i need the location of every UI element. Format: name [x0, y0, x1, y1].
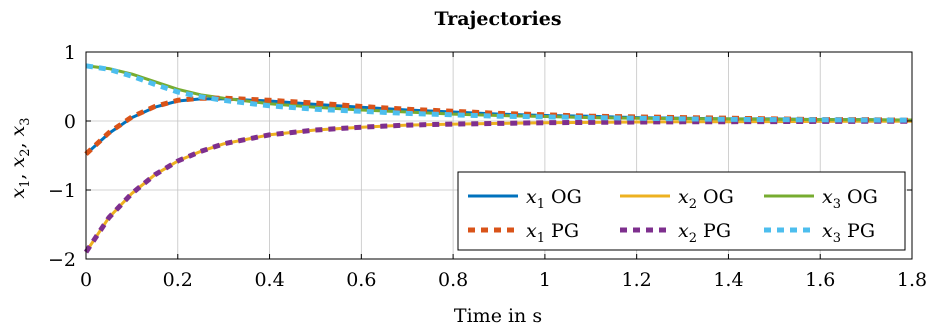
x-tick-label: 0.6 — [346, 269, 376, 291]
legend-entry-x3-og: x3 OG — [764, 186, 878, 212]
x-tick-label: 0.8 — [438, 269, 468, 291]
legend-entry-x2-pg: x2 PG — [620, 220, 731, 246]
axis-ticks: 0 0.2 0.4 0.6 0.8 1 1.2 1.4 1.6 1.8 −2 −1 0 1 — [48, 42, 927, 291]
plot-frame — [85, 51, 913, 260]
x-tick-label: 1.2 — [622, 269, 652, 291]
legend-label: x3 OG — [822, 186, 878, 212]
legend-label: x2 OG — [678, 186, 734, 212]
x-tick-label: 0.2 — [163, 269, 193, 291]
x-tick-label: 1.8 — [897, 269, 927, 291]
x-tick-label: 0.4 — [254, 269, 284, 291]
legend-label: x2 PG — [678, 220, 731, 246]
legend-entry-x2-og: x2 OG — [620, 186, 734, 212]
legend-entry-x1-pg: x1 PG — [468, 220, 579, 246]
x-tick-label: 1.6 — [805, 269, 835, 291]
legend-box — [457, 171, 906, 251]
y-tick-label: −1 — [48, 180, 76, 202]
chart-title: Trajectories — [434, 8, 561, 30]
legend-entry-x3-pg: x3 PG — [764, 220, 875, 246]
x-tick-label: 1 — [539, 269, 551, 291]
series-x1-pg-line — [84, 95, 913, 156]
y-tick-label: −2 — [48, 249, 76, 271]
legend-label: x1 OG — [526, 186, 582, 212]
series-x1-og-line — [84, 97, 913, 156]
legend: x1 OG x2 OG x3 OG x1 PG x2 PG x3 PG — [457, 171, 906, 251]
x-axis-label: Time in s — [454, 305, 542, 327]
series-x2-pg-line — [83, 118, 912, 254]
x-tick-label: 0 — [80, 269, 92, 291]
y-axis-label: x1, x2, x3 — [7, 117, 33, 198]
y-tick-label: 1 — [64, 42, 76, 64]
legend-label: x3 PG — [822, 220, 875, 246]
x-tick-label: 1.4 — [713, 269, 743, 291]
y-tick-label: 0 — [64, 111, 76, 133]
series-x3-pg-line — [85, 63, 913, 123]
legend-entry-x1-og: x1 OG — [468, 186, 582, 212]
legend-label: x1 PG — [526, 220, 579, 246]
series-layer — [83, 63, 913, 254]
